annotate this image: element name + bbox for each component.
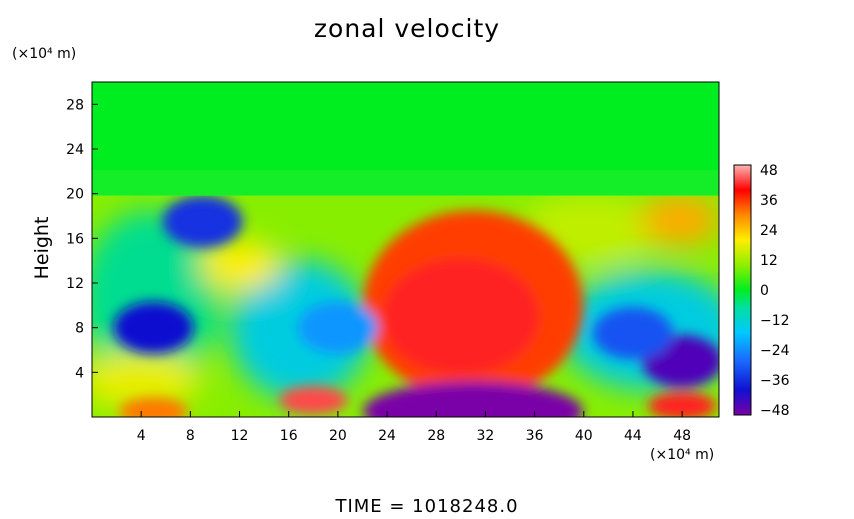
x-tick-label: 36	[526, 428, 544, 444]
heatmap-cell-negative-cell	[592, 307, 673, 360]
x-tick-label: 4	[137, 428, 146, 444]
x-tick-label: 24	[378, 428, 396, 444]
heatmap-cell-positive-cell	[648, 391, 717, 417]
colorbar-tick-label: 48	[760, 163, 778, 179]
x-tick-label: 48	[673, 428, 691, 444]
x-tick-label: 8	[186, 428, 195, 444]
y-tick-label: 12	[66, 276, 84, 292]
chart-title: zonal velocity	[313, 14, 501, 43]
colorbar-tick-label: 24	[760, 223, 778, 239]
colorbar-ticks: 48 36 24 12 0 −12 −24 −36 −48	[760, 163, 790, 419]
x-tick-label: 32	[476, 428, 494, 444]
y-tick-label: 16	[66, 231, 84, 247]
colorbar-tick-label: −12	[760, 313, 790, 329]
heatmap-cell-negative-cell	[113, 301, 194, 354]
y-tick-label: 24	[66, 142, 84, 158]
x-axis-unit: (×10⁴ m)	[650, 447, 715, 463]
colorbar-tick-label: −24	[760, 343, 790, 359]
x-tick-label: 12	[231, 428, 249, 444]
x-tick-label: 28	[427, 428, 445, 444]
heatmap-cell-positive-cell	[119, 397, 188, 417]
x-tick-label: 20	[329, 428, 347, 444]
colorbar	[733, 164, 752, 416]
colorbar-tick-label: 36	[760, 193, 778, 209]
plot-frame	[91, 81, 720, 418]
colorbar-tick-label: 12	[760, 253, 778, 269]
y-axis-unit: (×10⁴ m)	[12, 46, 77, 62]
y-axis: 4 8 12 16 20 24 28	[66, 97, 98, 381]
y-tick-label: 28	[66, 97, 84, 113]
y-tick-label: 4	[75, 365, 84, 381]
colorbar-tick-label: −48	[760, 403, 790, 419]
heatmap-cell-surface-minimum	[363, 381, 584, 417]
y-tick-label: 8	[75, 321, 84, 337]
heatmap-cell-negative-cell	[297, 301, 378, 354]
x-tick-label: 16	[280, 428, 298, 444]
x-axis: 4 8 12 16 20 24 28 32 36 40 44 48	[137, 411, 691, 444]
time-label: TIME = 1018248.0	[335, 496, 519, 517]
heatmap-cell-jet-ring	[382, 258, 539, 375]
colorbar-tick-label: −36	[760, 373, 790, 389]
x-tick-label: 44	[624, 428, 642, 444]
x-tick-label: 40	[575, 428, 593, 444]
colorbar-tick-label: 0	[760, 283, 769, 299]
heatmap-field	[92, 82, 719, 417]
y-tick-label: 20	[66, 187, 84, 203]
heatmap-cell-positive-cell	[279, 386, 348, 415]
heatmap-cell-negative-cell	[162, 195, 243, 248]
